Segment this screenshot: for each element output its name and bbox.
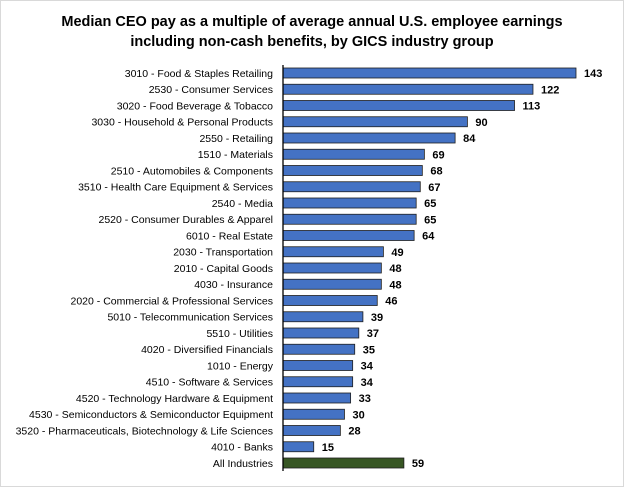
bar bbox=[282, 165, 423, 176]
bar bbox=[282, 83, 534, 95]
category-label: 3510 - Health Care Equipment & Services bbox=[78, 182, 273, 194]
bar bbox=[282, 457, 405, 469]
bar bbox=[282, 343, 356, 355]
data-label: 69 bbox=[432, 149, 444, 161]
data-label: 49 bbox=[391, 247, 403, 259]
bar bbox=[282, 197, 417, 209]
category-label: 4020 - Diversified Financials bbox=[141, 344, 273, 356]
category-label: 5510 - Utilities bbox=[206, 328, 273, 340]
category-label: 3020 - Food Beverage & Tobacco bbox=[117, 100, 273, 112]
bar bbox=[282, 148, 425, 160]
category-label: 4530 - Semiconductors & Semiconductor Eq… bbox=[29, 409, 273, 421]
category-label: 2020 - Commercial & Professional Service… bbox=[71, 295, 274, 307]
bar bbox=[282, 392, 352, 404]
data-label: 37 bbox=[367, 328, 379, 340]
bar bbox=[282, 441, 315, 453]
category-label: 2540 - Media bbox=[212, 198, 273, 210]
data-label: 122 bbox=[541, 84, 559, 96]
data-label: 64 bbox=[422, 231, 435, 243]
category-label: 2530 - Consumer Services bbox=[149, 84, 273, 96]
category-label: 3520 - Pharmaceuticals, Biotechnology & … bbox=[16, 425, 273, 437]
data-label: 46 bbox=[385, 296, 397, 308]
data-label: 15 bbox=[322, 442, 334, 454]
category-label: 2550 - Retailing bbox=[199, 133, 273, 145]
data-label: 143 bbox=[584, 68, 602, 80]
data-label: 39 bbox=[371, 312, 383, 324]
category-label: 4520 - Technology Hardware & Equipment bbox=[76, 393, 273, 405]
category-label: 6010 - Real Estate bbox=[186, 230, 273, 242]
bar bbox=[282, 376, 354, 388]
bar bbox=[282, 311, 364, 323]
data-label: 35 bbox=[363, 344, 375, 356]
category-label: 1510 - Materials bbox=[198, 149, 273, 161]
category-label: 5010 - Telecommunication Services bbox=[107, 312, 273, 324]
bar bbox=[282, 408, 345, 420]
data-label: 68 bbox=[430, 166, 442, 178]
category-label: 4010 - Banks bbox=[211, 442, 273, 454]
chart-title: Median CEO pay as a multiple of average … bbox=[0, 12, 624, 52]
data-label: 59 bbox=[412, 458, 424, 470]
title-line-2: including non-cash benefits, by GICS ind… bbox=[130, 34, 494, 50]
data-label: 48 bbox=[389, 263, 401, 275]
bar bbox=[282, 295, 378, 306]
category-label: 4030 - Insurance bbox=[194, 279, 273, 291]
bar bbox=[282, 181, 421, 193]
bar bbox=[282, 262, 382, 274]
data-label: 34 bbox=[361, 377, 374, 389]
bar bbox=[282, 425, 341, 436]
data-label: 28 bbox=[348, 426, 360, 438]
bar bbox=[282, 67, 577, 79]
category-label: 3030 - Household & Personal Products bbox=[91, 117, 273, 129]
data-label: 33 bbox=[359, 393, 371, 405]
title-line-1: Median CEO pay as a multiple of average … bbox=[61, 14, 563, 30]
bar bbox=[282, 278, 382, 290]
bar bbox=[282, 230, 415, 241]
bar bbox=[282, 360, 354, 371]
category-label: 2010 - Capital Goods bbox=[174, 263, 273, 275]
bar bbox=[282, 213, 417, 225]
data-label: 84 bbox=[463, 133, 476, 145]
bar bbox=[282, 116, 468, 128]
category-label: 2510 - Automobiles & Components bbox=[111, 165, 273, 177]
category-label: All Industries bbox=[213, 458, 273, 470]
data-label: 65 bbox=[424, 198, 436, 210]
bar bbox=[282, 132, 456, 144]
category-label: 2520 - Consumer Durables & Apparel bbox=[98, 214, 273, 226]
data-label: 34 bbox=[361, 361, 374, 373]
data-label: 67 bbox=[428, 182, 440, 194]
data-label: 30 bbox=[352, 409, 364, 421]
data-label: 65 bbox=[424, 214, 436, 226]
category-label: 4510 - Software & Services bbox=[146, 377, 273, 389]
bar bbox=[282, 327, 360, 339]
data-label: 48 bbox=[389, 279, 401, 291]
data-label: 90 bbox=[475, 117, 487, 129]
bar bbox=[282, 100, 515, 111]
category-label: 2030 - Transportation bbox=[173, 247, 273, 259]
bar bbox=[282, 246, 384, 258]
category-label: 3010 - Food & Staples Retailing bbox=[125, 68, 273, 80]
data-label: 113 bbox=[523, 101, 541, 113]
category-label: 1010 - Energy bbox=[207, 360, 274, 372]
